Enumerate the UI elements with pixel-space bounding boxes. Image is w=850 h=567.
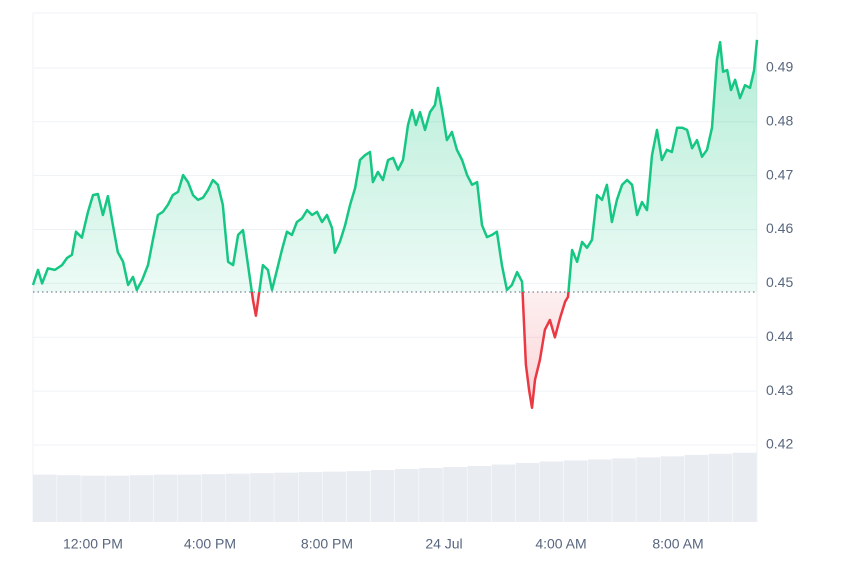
volume-bar (177, 474, 202, 522)
y-tick-label: 0.49 (766, 59, 793, 75)
volume-bar (201, 474, 226, 522)
volume-bar (81, 475, 105, 522)
x-tick-label: 4:00 PM (184, 536, 236, 552)
y-tick-label: 0.45 (766, 274, 793, 290)
volume-bar (660, 456, 685, 522)
volume-bar (57, 475, 81, 522)
x-tick-label: 4:00 AM (535, 536, 586, 552)
volume-bar (322, 471, 347, 522)
volume-bar (153, 474, 178, 522)
volume-bar (684, 454, 709, 522)
y-tick-label: 0.44 (766, 328, 793, 344)
volume-bar (732, 452, 757, 522)
y-tick-label: 0.48 (766, 113, 793, 129)
volume-bar (612, 458, 636, 522)
volume-bar (419, 468, 443, 522)
y-tick-label: 0.42 (766, 436, 793, 452)
volume-bar (491, 464, 516, 522)
volume-bar (467, 466, 492, 522)
price-area (33, 39, 757, 408)
volume-bar (346, 471, 371, 522)
volume-bar (708, 453, 733, 522)
volume-bar (539, 461, 564, 522)
volume-bar (298, 472, 323, 522)
x-tick-label: 8:00 AM (652, 536, 703, 552)
volume-bar (33, 474, 57, 522)
x-tick-label: 12:00 PM (63, 536, 123, 552)
price-line (31, 39, 759, 410)
volume-bar (129, 475, 154, 522)
volume-bar (395, 469, 419, 522)
y-tick-label: 0.43 (766, 382, 793, 398)
volume-bar (563, 460, 588, 522)
volume-bar (226, 473, 250, 522)
volume-bar (105, 475, 130, 522)
x-tick-label: 24 Jul (425, 536, 462, 552)
y-tick-label: 0.46 (766, 220, 793, 236)
y-tick-label: 0.47 (766, 166, 793, 182)
x-tick-label: 8:00 PM (301, 536, 353, 552)
volume-bar (274, 472, 298, 522)
volume-bar (515, 462, 540, 522)
volume-bar (588, 459, 612, 522)
volume-bar (370, 470, 395, 522)
volume-bar (443, 467, 467, 522)
volume-bar (250, 473, 274, 522)
volume-bar (636, 457, 660, 522)
